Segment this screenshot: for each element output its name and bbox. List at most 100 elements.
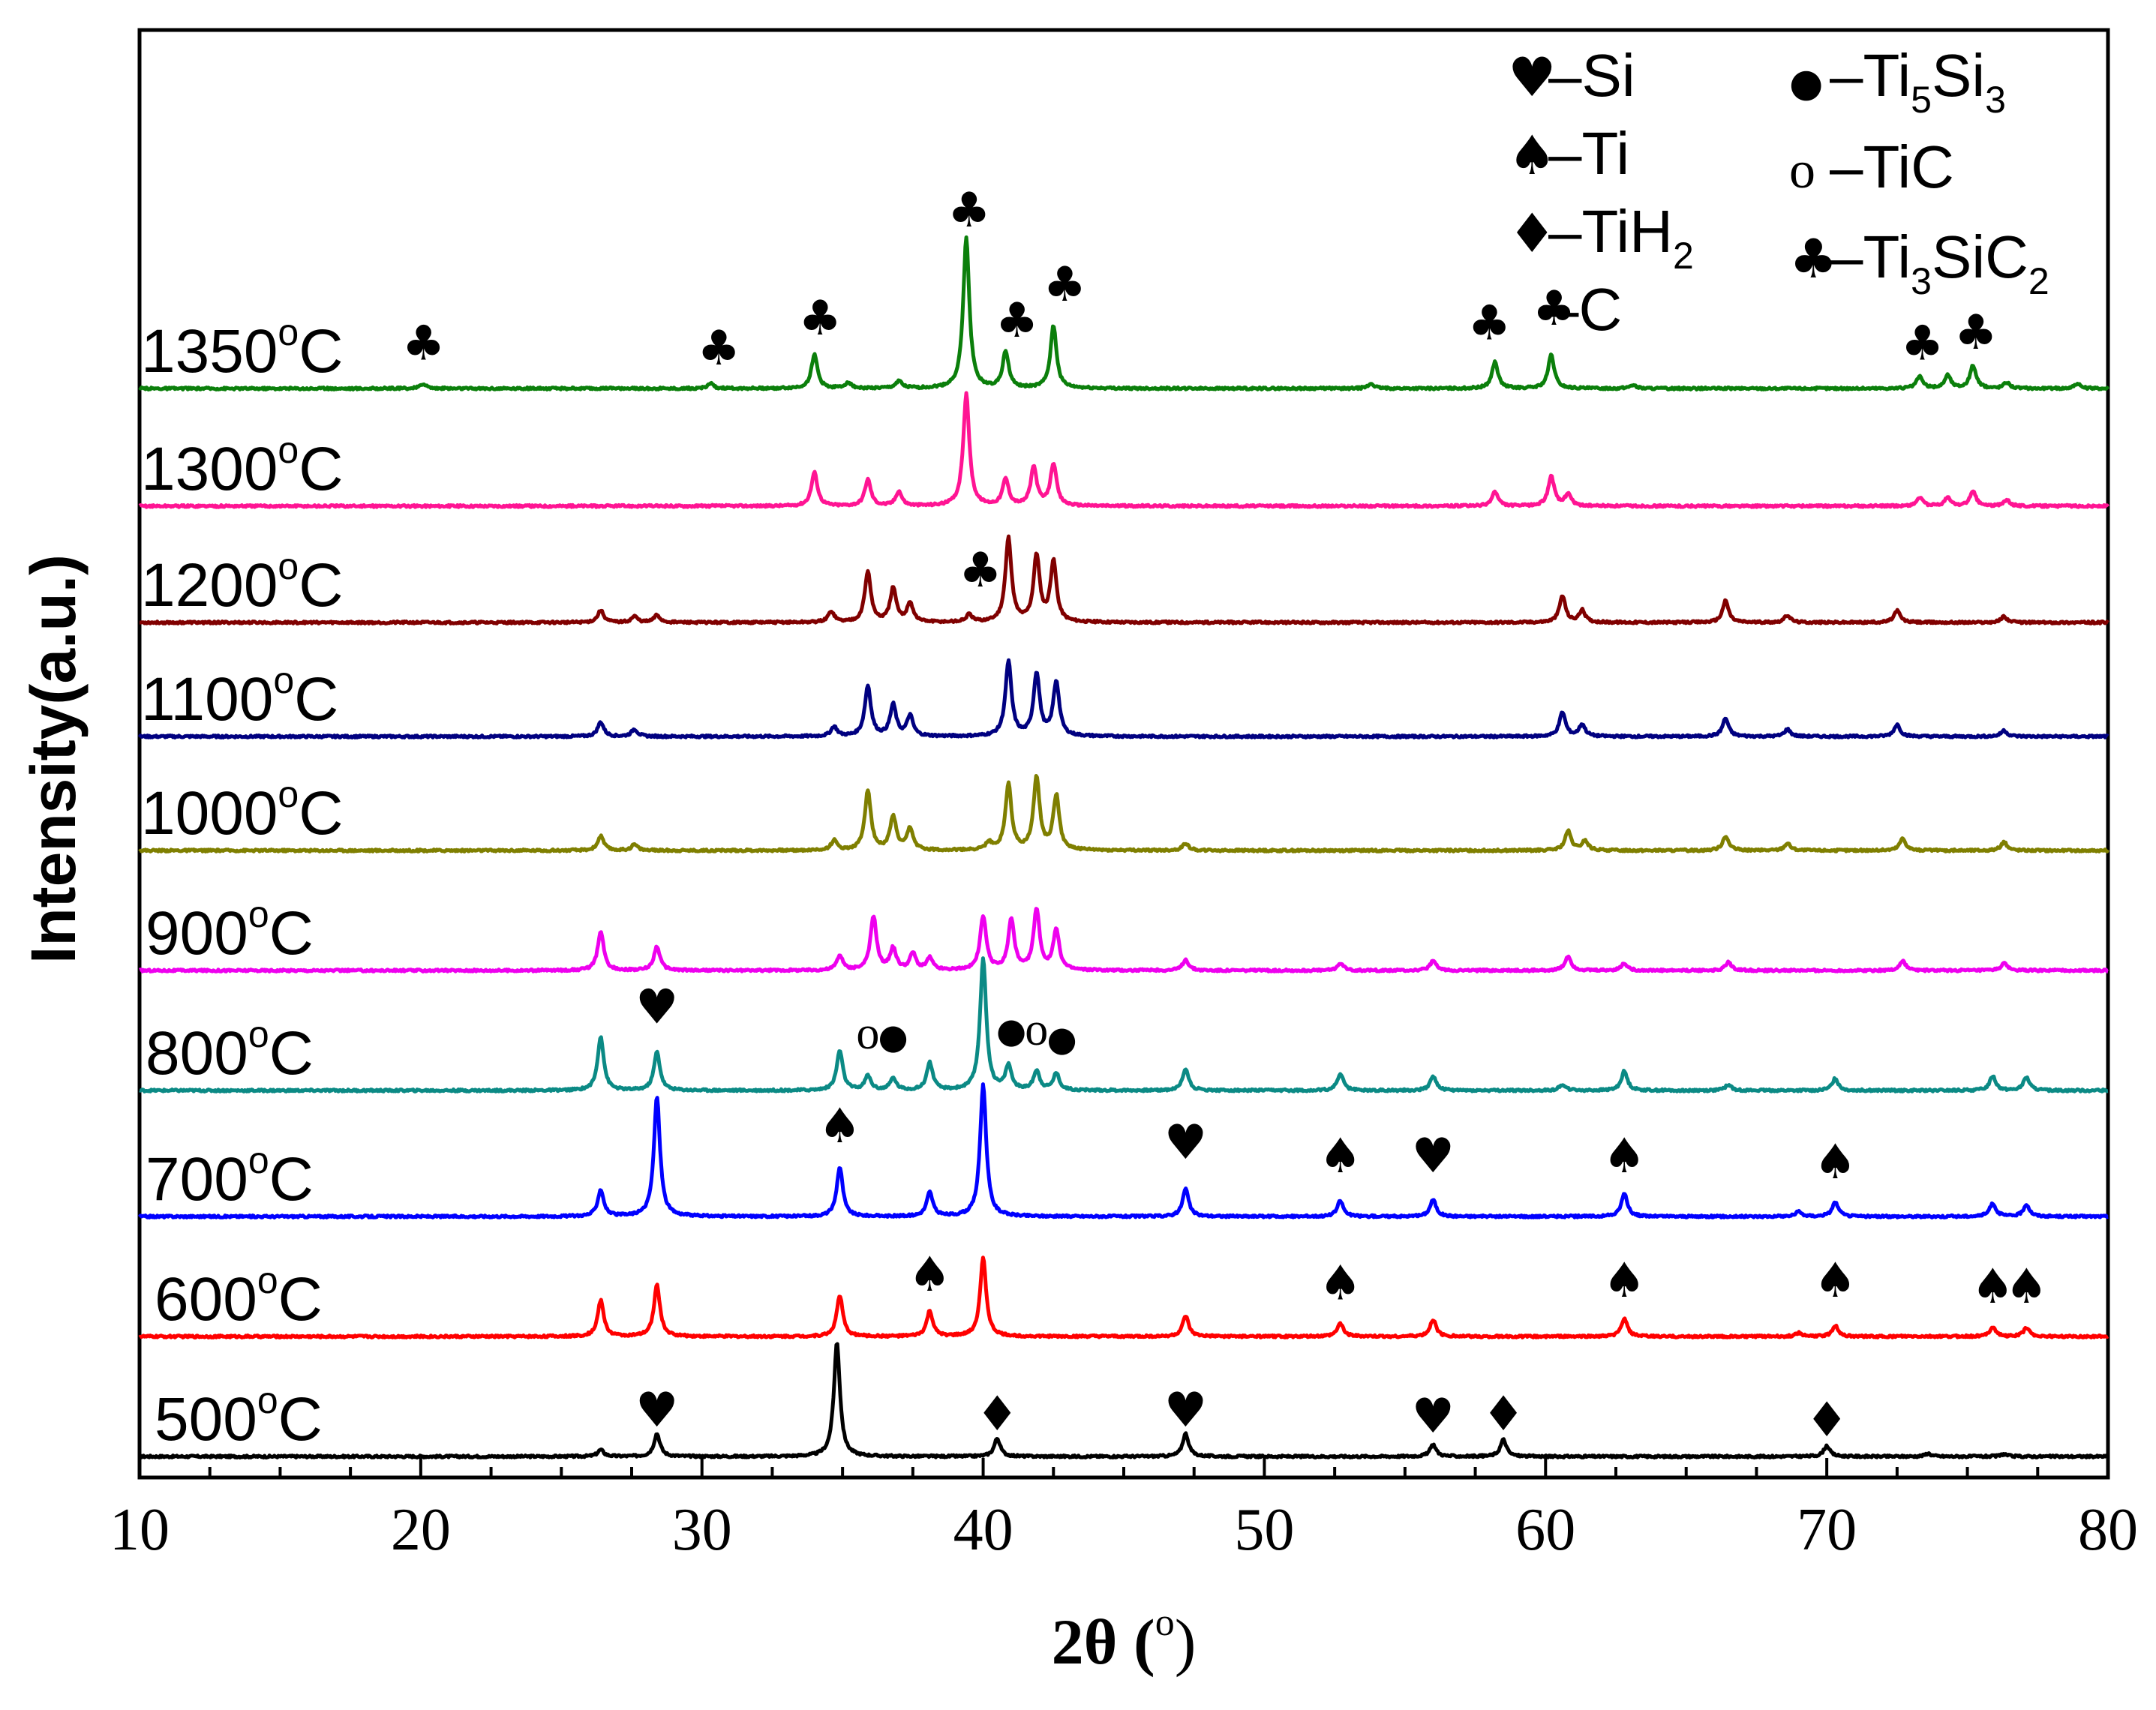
series-label-500: 500oC [155, 1379, 323, 1454]
series-label-degree: o [257, 1379, 278, 1421]
legend-label: –Si [1548, 42, 1635, 109]
series-label-temp: 1100 [141, 665, 273, 734]
spade-marker-icon: ♠ [1319, 1129, 1362, 1184]
series-label-degree: o [278, 429, 299, 471]
series-label-degree: o [248, 1013, 269, 1055]
club-marker-icon: ♣ [698, 321, 740, 376]
club-marker-icon: ♣ [959, 543, 1001, 598]
legend-entry-si: ♥–Si [1508, 42, 1635, 109]
legend-name: Ti [1863, 224, 1911, 290]
series-label-unit: C [269, 899, 314, 968]
filled-circle-marker-icon: ● [878, 1016, 908, 1057]
legend-dash: – [1545, 276, 1579, 343]
legend-name: C [1579, 276, 1623, 343]
spade-marker-icon: ♠ [1814, 1253, 1857, 1309]
series-label-degree: o [257, 1259, 278, 1301]
open-circle-icon: o [1789, 142, 1815, 200]
diamond-icon: ♦ [1508, 202, 1557, 265]
series-label-temp: 600 [155, 1265, 257, 1334]
series-label-800: 800oC [146, 1013, 314, 1088]
series-label-temp: 1200 [141, 551, 278, 620]
x-axis-label-end: ) [1175, 1606, 1197, 1678]
x-tick-label: 60 [1515, 1497, 1575, 1563]
club-marker-icon: ♣ [1901, 316, 1944, 372]
legend-label: –TiC [1830, 134, 1954, 200]
legend-entry-c: –C [1545, 276, 1622, 343]
peak-markers: ♥ ♦ ♥ ♥ ♦ ♦♠ ♠ ♠ ♠ ♠♠♠ ♥ ♠ ♥ ♠ ♠♥ o● ●o●♣♣ ♣♣♣♣♣♣ ♣♣ ♣ [402, 183, 2048, 1448]
legend-entry-tisi: ● –Ti5Si3 [1789, 42, 2006, 121]
series-label-degree: o [278, 311, 299, 353]
series-label-temp: 1350 [141, 317, 278, 386]
series-label-temp: 1000 [141, 779, 278, 848]
x-tick-label: 10 [110, 1497, 170, 1563]
series-label-degree: o [248, 1139, 269, 1181]
series-label-degree: o [278, 545, 299, 587]
legend-label: –C [1545, 276, 1622, 343]
spade-marker-icon: ♠ [1814, 1135, 1857, 1190]
series-label-degree: o [273, 659, 294, 701]
x-axis-label-sup: o [1155, 1601, 1175, 1644]
series-line-1300 [138, 391, 2109, 509]
heart-marker-icon: ♥ [635, 980, 678, 1035]
club-icon: ♣ [1789, 227, 1838, 290]
open-circle-marker-icon: o [1025, 1004, 1048, 1055]
series-label-1100: 1100oC [141, 659, 338, 734]
heart-marker-icon: ♥ [1164, 1115, 1207, 1171]
legend-dash: – [1548, 198, 1582, 265]
series-label-degree: o [248, 893, 269, 935]
legend-dash: – [1830, 42, 1863, 109]
series-labels: 500oC600oC700oC800oC900oC1000oC1100oC120… [141, 311, 343, 1454]
series-line-1000 [138, 774, 2110, 854]
series-label-1000: 1000oC [141, 773, 343, 848]
series-label-temp: 500 [155, 1385, 257, 1454]
open-circle-marker-icon: o [856, 1008, 879, 1059]
legend-name: TiH [1582, 198, 1673, 265]
spade-marker-icon: ♠ [1603, 1129, 1646, 1184]
x-tick-label: 40 [953, 1497, 1013, 1563]
series-line-1100 [137, 658, 2109, 740]
x-tick-label: 80 [2078, 1497, 2138, 1563]
x-tick-label: 20 [391, 1497, 451, 1563]
series-label-unit: C [299, 435, 343, 503]
spade-marker-icon: ♠ [908, 1247, 951, 1303]
series-label-1200: 1200oC [141, 545, 343, 620]
legend-dash: – [1830, 224, 1863, 290]
diamond-marker-icon: ♦ [1805, 1393, 1848, 1448]
filled-circle-marker-icon: ● [1046, 1018, 1076, 1059]
legend-dash: – [1548, 120, 1582, 187]
series-label-unit: C [299, 317, 343, 386]
x-tick-label: 50 [1234, 1497, 1294, 1563]
legend-subscript: 5 [1911, 79, 1932, 121]
heart-marker-icon: ♥ [1412, 1389, 1455, 1444]
series-label-unit: C [269, 1019, 314, 1088]
legend-label: –Ti3SiC2 [1830, 224, 2049, 302]
heart-marker-icon: ♥ [635, 1383, 678, 1438]
legend-dash: – [1548, 42, 1582, 109]
series-line-1200 [138, 534, 2109, 626]
series-label-900: 900oC [146, 893, 314, 968]
spade-marker-icon: ♠ [2005, 1259, 2048, 1315]
spade-marker-icon: ♠ [1319, 1256, 1362, 1311]
series-line-800 [138, 956, 2109, 1094]
series-label-unit: C [278, 1385, 323, 1454]
legend-name-2: SiC [1932, 224, 2028, 290]
series-line-500 [138, 1342, 2109, 1460]
series-label-unit: C [299, 779, 343, 848]
filled-circle-marker-icon: ● [996, 1010, 1026, 1051]
series-label-temp: 1300 [141, 435, 278, 503]
legend-entry-tisic: ♣–Ti3SiC2 [1789, 224, 2049, 302]
club-marker-icon: ♣ [1468, 296, 1511, 351]
legend-name: Ti [1582, 120, 1630, 187]
spade-marker-icon: ♠ [818, 1099, 861, 1154]
legend-label: –Ti [1548, 120, 1629, 187]
series-label-unit: C [299, 551, 343, 620]
series-label-600: 600oC [155, 1259, 323, 1334]
legend-subscript-2: 2 [2028, 260, 2049, 302]
x-axis-ticks: 10 20 30 40 50 60 70 80 [110, 1458, 2138, 1563]
spade-marker-icon: ♠ [1971, 1259, 2014, 1315]
legend-subscript: 3 [1911, 260, 1932, 302]
series-label-degree: o [278, 773, 299, 815]
legend-name-2: Si [1932, 42, 1985, 109]
series-label-temp: 900 [146, 899, 248, 968]
